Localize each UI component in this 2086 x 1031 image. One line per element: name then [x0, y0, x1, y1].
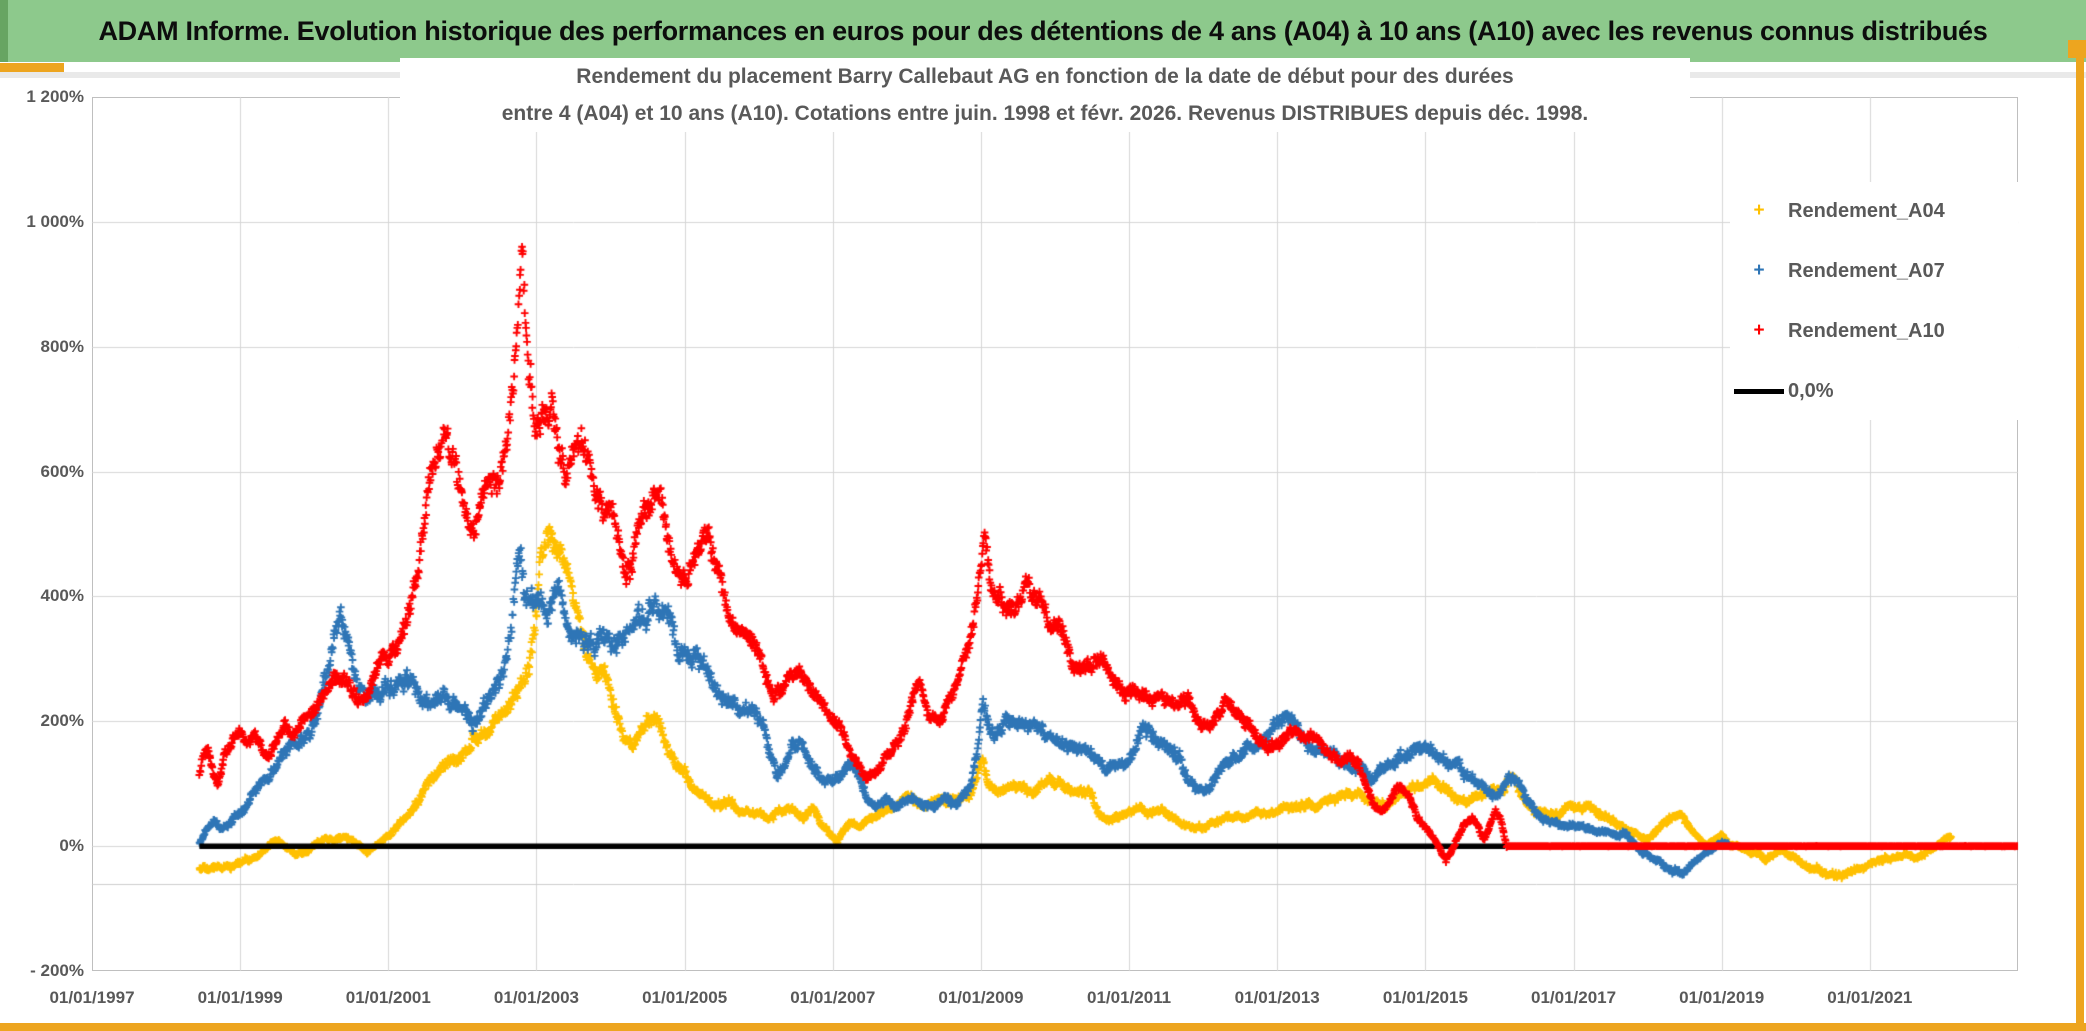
legend-label: Rendement_A04 — [1788, 199, 1945, 222]
legend-plus-marker: + — [1753, 260, 1765, 281]
legend-item: 0,0% — [1730, 374, 2018, 408]
x-tick-label: 01/01/2005 — [642, 988, 728, 1007]
x-tick-label: 01/01/2011 — [1086, 988, 1172, 1007]
y-tick-label: 1 200% — [26, 87, 84, 106]
y-tick-label: 600% — [40, 461, 84, 481]
legend-item: + Rendement_A10 — [1730, 314, 2018, 348]
x-tick-label: 01/01/2013 — [1234, 988, 1320, 1007]
x-tick-label: 01/01/2017 — [1530, 988, 1617, 1007]
legend-plus-marker: + — [1753, 320, 1765, 341]
chart-title: Rendement du placement Barry Callebaut A… — [400, 58, 1690, 132]
x-tick-label: 01/01/2015 — [1382, 988, 1468, 1007]
chart-title-line2: entre 4 (A04) et 10 ans (A10). Cotations… — [501, 102, 1589, 125]
y-tick-label: 400% — [40, 586, 84, 606]
legend-item: + Rendement_A04 — [1730, 194, 2018, 228]
x-tick-label: 01/01/2021 — [1827, 988, 1913, 1007]
x-tick-label: 01/01/2007 — [790, 988, 876, 1007]
x-tick-label: 01/01/2003 — [493, 988, 579, 1007]
x-tick-label: 01/01/2019 — [1679, 988, 1765, 1007]
chart-legend: + Rendement_A04 + Rendement_A07 + Rendement_A… — [1730, 182, 2018, 420]
legend-label: Rendement_A07 — [1788, 259, 1945, 282]
y-tick-label: 800% — [40, 336, 84, 356]
legend-label: 0,0% — [1788, 379, 1834, 402]
x-tick-label: 01/01/2009 — [938, 988, 1024, 1007]
chart-title-line1: Rendement du placement Barry Callebaut A… — [576, 65, 1514, 88]
y-tick-label: - 200% — [30, 961, 84, 980]
legend-plus-marker: + — [1753, 200, 1765, 221]
legend-label: Rendement_A10 — [1788, 319, 1945, 342]
x-tick-label: 01/01/2001 — [345, 988, 431, 1007]
y-tick-label: 0% — [59, 836, 84, 856]
x-tick-label: 01/01/1997 — [49, 988, 135, 1007]
x-tick-label: 01/01/1999 — [197, 988, 283, 1007]
legend-line-swatch — [1734, 388, 1784, 394]
y-tick-label: 1 000% — [26, 211, 84, 231]
y-tick-label: 200% — [40, 711, 84, 731]
legend-item: + Rendement_A07 — [1730, 254, 2018, 288]
